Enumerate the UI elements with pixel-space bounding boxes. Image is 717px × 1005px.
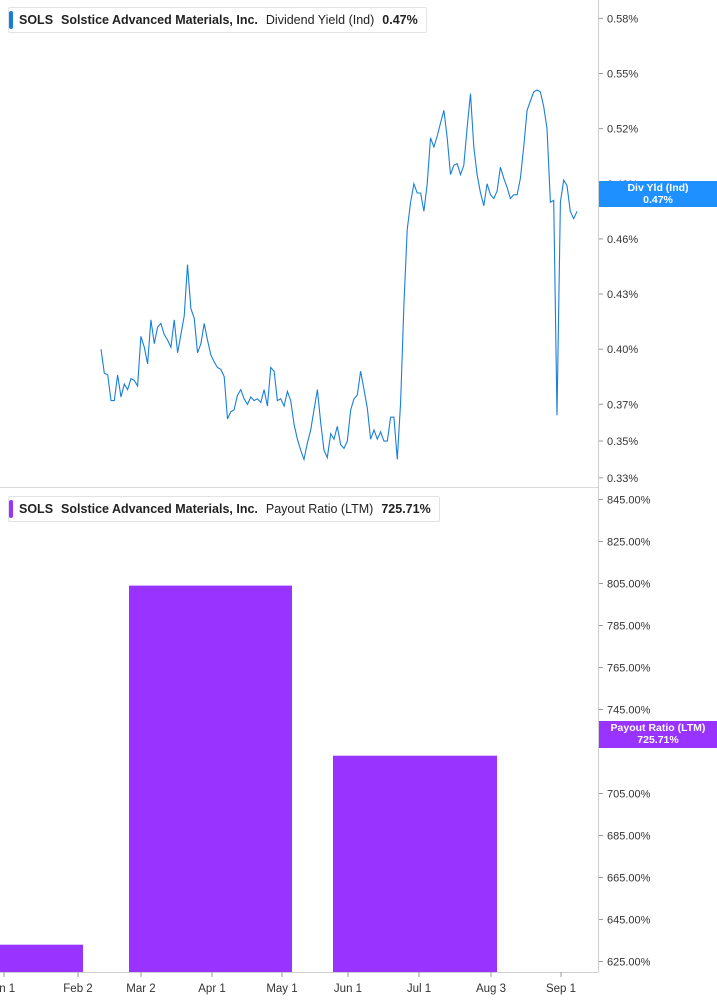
- badge-label: Div Yld (Ind): [627, 182, 689, 194]
- y-tick-label: 825.00%: [607, 537, 651, 549]
- y-tick-label: 0.55%: [607, 69, 638, 81]
- y-tick-label: 0.33%: [607, 473, 638, 485]
- div-yield-legend[interactable]: SOLS Solstice Advanced Materials, Inc. D…: [8, 7, 427, 33]
- legend-company: Solstice Advanced Materials, Inc.: [61, 502, 258, 516]
- dividend-yield-line: [100, 89, 578, 462]
- y-tick-label: 0.43%: [607, 289, 638, 301]
- x-tick-label: Sep 1: [546, 983, 576, 995]
- legend-symbol: SOLS: [19, 13, 54, 27]
- payout-ratio-value-badge: Payout Ratio (LTM) 725.71%: [599, 721, 717, 748]
- y-tick-label: 0.40%: [607, 344, 638, 356]
- y-tick-label: 0.58%: [607, 13, 638, 25]
- y-tick-label: 805.00%: [607, 579, 651, 591]
- y-tick-label: 745.00%: [607, 705, 651, 717]
- legend-metric: Dividend Yield (Ind): [265, 13, 375, 27]
- y-tick-label: 645.00%: [607, 915, 651, 927]
- x-tick-label: Jun 1: [334, 983, 362, 995]
- y-tick-label: 705.00%: [607, 789, 651, 801]
- payout-ratio-bar: [0, 944, 83, 972]
- x-axis: an 1 Feb 2 Mar 2 Apr 1 May 1 Jun 1 Jul 1 Aug 3 S…: [0, 972, 576, 995]
- badge-label: Payout Ratio (LTM): [610, 722, 706, 734]
- y-tick-label: 785.00%: [607, 621, 651, 633]
- legend-value: 0.47%: [382, 13, 418, 27]
- dividend-yield-panel: 0.33%0.35%0.37%0.40%0.43%0.46%0.49%0.52%…: [100, 13, 638, 485]
- y-tick-label: 665.00%: [607, 873, 651, 885]
- x-tick-label: Jul 1: [407, 983, 431, 995]
- x-tick-label: Mar 2: [126, 983, 155, 995]
- badge-value: 0.47%: [643, 194, 673, 206]
- x-tick-label: Aug 3: [476, 983, 506, 995]
- x-tick-label: May 1: [266, 983, 297, 995]
- y-tick-label: 0.35%: [607, 436, 638, 448]
- y-tick-label: 765.00%: [607, 663, 651, 675]
- badge-value: 725.71%: [637, 734, 679, 746]
- y-tick-label: 0.37%: [607, 399, 638, 411]
- payout-ratio-legend[interactable]: SOLS Solstice Advanced Materials, Inc. P…: [8, 496, 440, 522]
- y-tick-label: 685.00%: [607, 831, 651, 843]
- y-tick-label: 0.46%: [607, 234, 638, 246]
- div-yield-swatch: [9, 11, 13, 29]
- x-tick-label: Feb 2: [63, 983, 92, 995]
- legend-company: Solstice Advanced Materials, Inc.: [61, 13, 258, 27]
- legend-metric: Payout Ratio (LTM): [265, 502, 374, 516]
- payout-swatch: [9, 500, 13, 518]
- payout-ratio-bar: [129, 585, 292, 972]
- legend-value: 725.71%: [381, 502, 431, 516]
- x-tick-label: Apr 1: [198, 983, 226, 995]
- payout-ratio-bar: [333, 755, 497, 972]
- payout-ratio-panel: 625.00% 645.00% 665.00% 685.00% 705.00% 745.0…: [0, 495, 651, 972]
- y-tick-label: 845.00%: [607, 495, 651, 507]
- y-tick-label: 0.52%: [607, 124, 638, 136]
- x-tick-label: an 1: [0, 983, 15, 995]
- y-tick-label: 625.00%: [607, 957, 651, 969]
- legend-symbol: SOLS: [19, 502, 54, 516]
- div-yield-value-badge: Div Yld (Ind) 0.47%: [599, 181, 717, 207]
